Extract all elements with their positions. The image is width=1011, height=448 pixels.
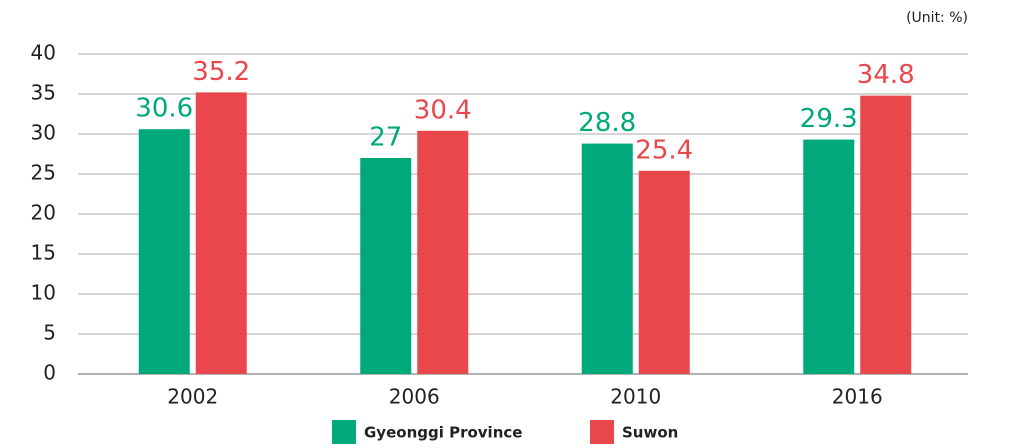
value-label: 35.2 xyxy=(192,57,250,87)
value-label: 25.4 xyxy=(635,135,693,165)
y-tick-label: 20 xyxy=(31,201,56,225)
bar xyxy=(638,170,690,374)
y-tick-label: 15 xyxy=(31,241,56,265)
x-tick-label: 2016 xyxy=(832,385,883,409)
value-label: 28.8 xyxy=(578,108,636,138)
legend-label: Suwon xyxy=(622,424,678,442)
y-tick-label: 10 xyxy=(31,281,56,305)
bar xyxy=(803,139,855,374)
x-tick-label: 2006 xyxy=(389,385,440,409)
y-tick-label: 40 xyxy=(31,41,56,65)
bar xyxy=(195,92,247,375)
bar xyxy=(860,95,912,374)
x-tick-label: 2002 xyxy=(167,385,218,409)
bar xyxy=(581,143,633,374)
y-tick-label: 35 xyxy=(31,81,56,105)
x-tick-label: 2010 xyxy=(610,385,661,409)
legend-label: Gyeonggi Province xyxy=(364,424,522,442)
bar xyxy=(417,130,469,374)
legend-swatch xyxy=(590,420,614,444)
value-label: 30.6 xyxy=(135,94,193,124)
y-tick-label: 0 xyxy=(43,361,56,385)
bar xyxy=(360,158,412,374)
y-tick-label: 30 xyxy=(31,121,56,145)
value-label: 30.4 xyxy=(414,95,472,125)
value-label: 29.3 xyxy=(800,104,858,134)
unit-label: (Unit: %) xyxy=(906,10,968,26)
y-tick-label: 25 xyxy=(31,161,56,185)
value-label: 34.8 xyxy=(857,60,915,90)
y-tick-label: 5 xyxy=(43,321,56,345)
bar xyxy=(138,129,190,374)
value-label: 27 xyxy=(369,123,402,153)
legend-swatch xyxy=(332,420,356,444)
